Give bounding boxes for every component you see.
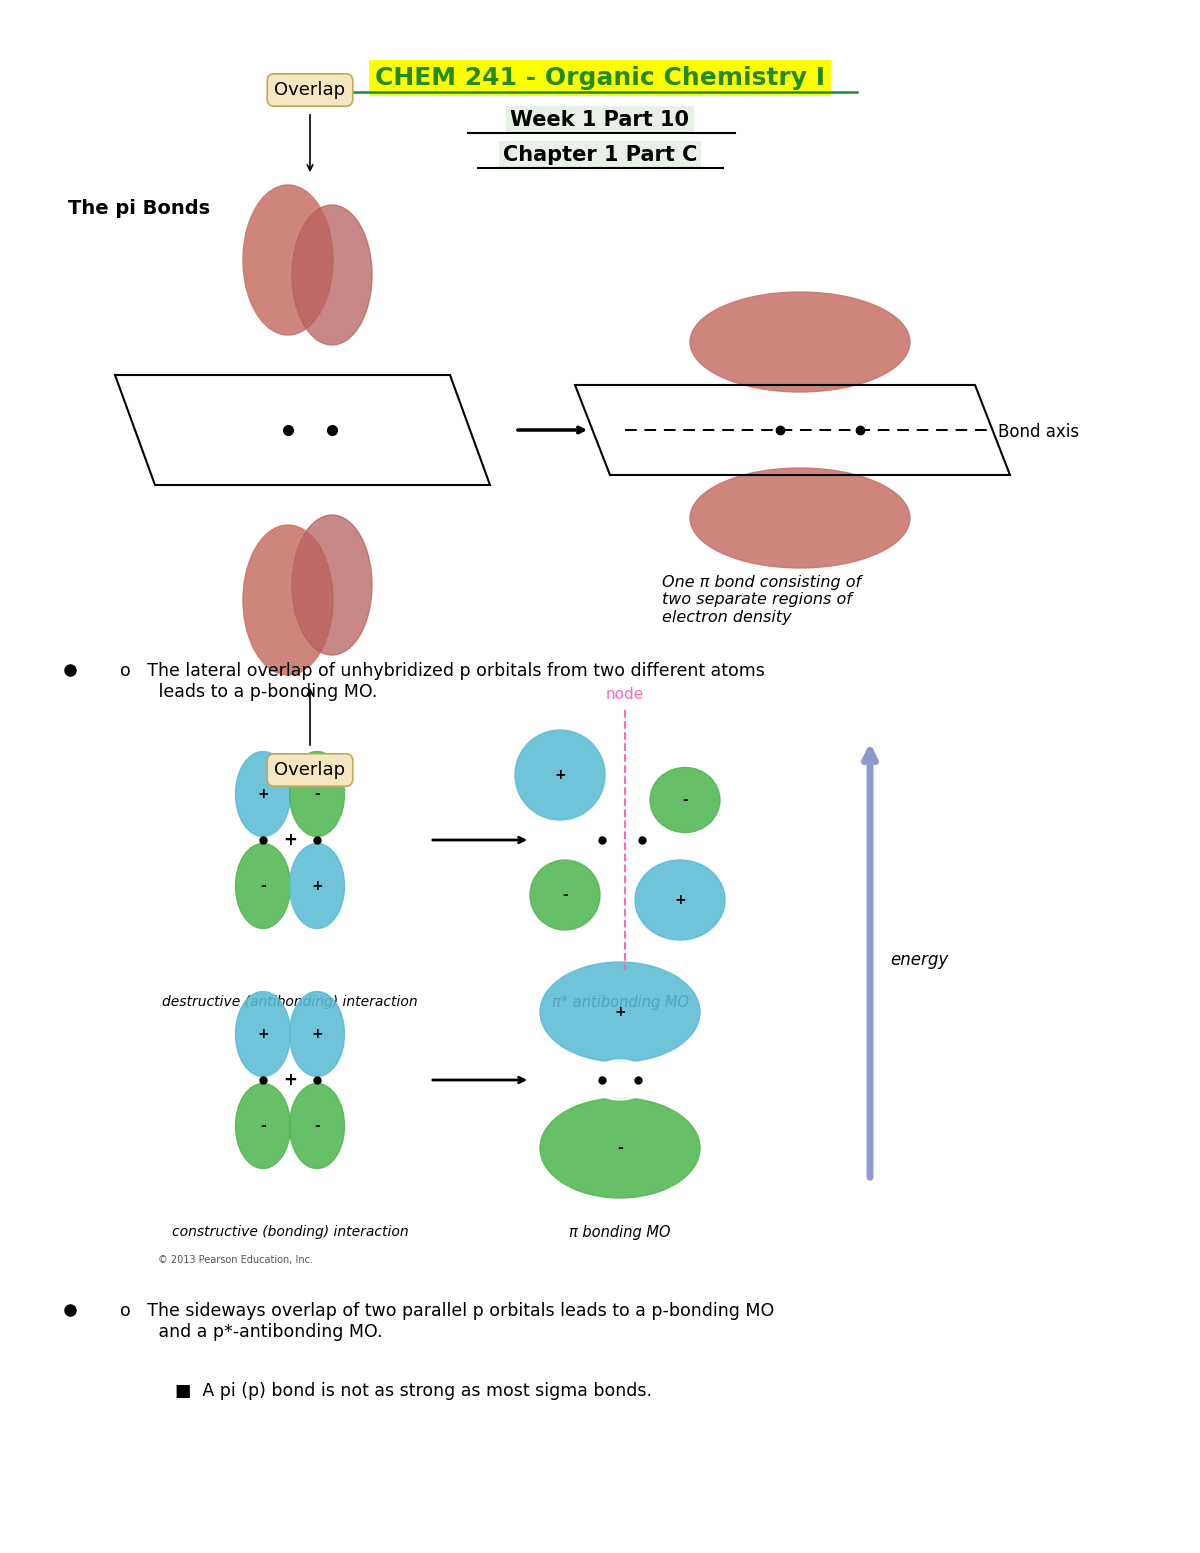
Text: π* antibonding MO: π* antibonding MO: [552, 995, 689, 1009]
Text: +: +: [311, 879, 323, 893]
Ellipse shape: [235, 843, 290, 929]
Text: +: +: [257, 787, 269, 801]
Ellipse shape: [235, 752, 290, 837]
Text: +: +: [257, 1027, 269, 1041]
Ellipse shape: [515, 730, 605, 820]
Text: o   The sideways overlap of two parallel p orbitals leads to a p-bonding MO
    : o The sideways overlap of two parallel p…: [120, 1301, 774, 1340]
Text: constructive (bonding) interaction: constructive (bonding) interaction: [172, 1225, 408, 1239]
Text: +: +: [554, 769, 566, 783]
Ellipse shape: [690, 292, 910, 391]
Text: +: +: [311, 1027, 323, 1041]
Text: Bond axis: Bond axis: [998, 422, 1079, 441]
Ellipse shape: [590, 1061, 650, 1100]
Ellipse shape: [235, 991, 290, 1076]
Text: π bonding MO: π bonding MO: [569, 1225, 671, 1239]
Text: +: +: [614, 1005, 626, 1019]
Text: The pi Bonds: The pi Bonds: [68, 199, 210, 217]
Text: © 2013 Pearson Education, Inc.: © 2013 Pearson Education, Inc.: [158, 1255, 313, 1266]
Ellipse shape: [242, 185, 334, 335]
Text: energy: energy: [890, 950, 948, 969]
Ellipse shape: [690, 467, 910, 568]
Text: -: -: [562, 888, 568, 902]
Ellipse shape: [530, 860, 600, 930]
Text: o   The lateral overlap of unhybridized p orbitals from two different atoms
    : o The lateral overlap of unhybridized p …: [120, 662, 764, 700]
Ellipse shape: [635, 860, 725, 940]
Ellipse shape: [289, 843, 344, 929]
Text: -: -: [260, 879, 266, 893]
Text: +: +: [283, 1072, 296, 1089]
Ellipse shape: [242, 525, 334, 676]
Ellipse shape: [540, 1098, 700, 1197]
Text: Overlap: Overlap: [275, 81, 346, 99]
Text: node: node: [606, 686, 644, 702]
Text: +: +: [283, 831, 296, 849]
Ellipse shape: [292, 205, 372, 345]
Text: Overlap: Overlap: [275, 761, 346, 780]
Ellipse shape: [289, 991, 344, 1076]
Text: destructive (antibonding) interaction: destructive (antibonding) interaction: [162, 995, 418, 1009]
Ellipse shape: [289, 1084, 344, 1168]
Text: +: +: [674, 893, 686, 907]
Ellipse shape: [650, 767, 720, 832]
Text: One π bond consisting of
two separate regions of
electron density: One π bond consisting of two separate re…: [662, 575, 862, 624]
Text: ■  A pi (p) bond is not as strong as most sigma bonds.: ■ A pi (p) bond is not as strong as most…: [175, 1382, 652, 1399]
Ellipse shape: [292, 516, 372, 655]
Text: CHEM 241 - Organic Chemistry I: CHEM 241 - Organic Chemistry I: [374, 65, 826, 90]
Ellipse shape: [540, 961, 700, 1062]
Text: -: -: [617, 1141, 623, 1155]
Text: Chapter 1 Part C: Chapter 1 Part C: [503, 144, 697, 165]
Text: -: -: [314, 1120, 320, 1134]
Text: -: -: [260, 1120, 266, 1134]
Ellipse shape: [289, 752, 344, 837]
Text: -: -: [682, 794, 688, 808]
Text: Week 1 Part 10: Week 1 Part 10: [510, 110, 690, 130]
Ellipse shape: [235, 1084, 290, 1168]
Text: -: -: [314, 787, 320, 801]
